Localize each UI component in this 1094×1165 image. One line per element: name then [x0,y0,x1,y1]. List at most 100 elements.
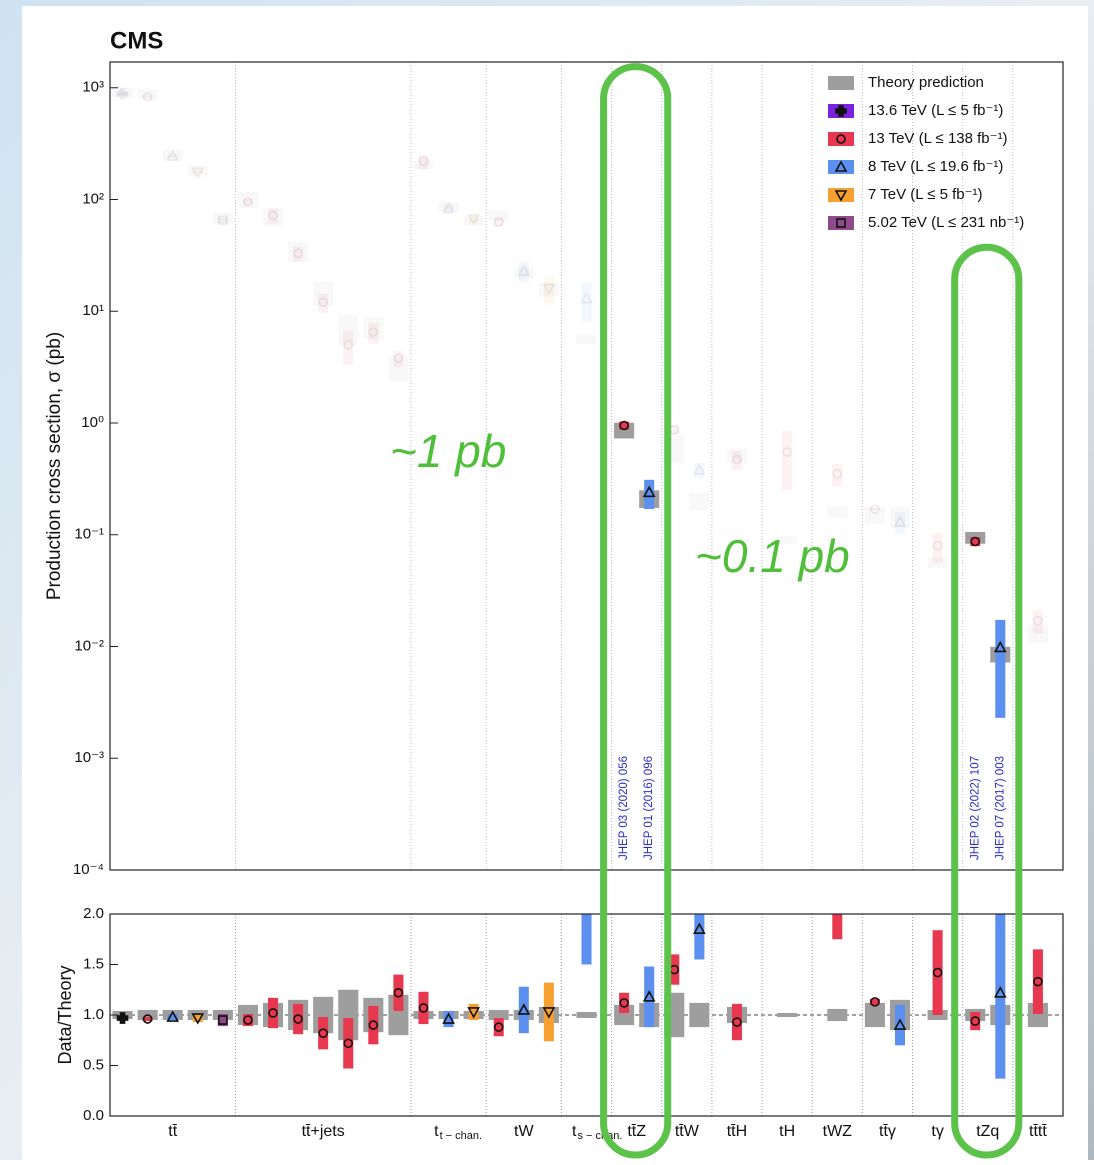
top-frame [109,61,1064,871]
ratio-error [894,1004,906,1046]
theory-band [162,149,183,161]
y2-axis-label: Data/Theory [55,965,75,1064]
marker [493,217,504,227]
y-tick-label: 10² [82,190,104,207]
xsec-error [970,537,981,547]
legend-swatch [828,188,854,202]
marker [368,327,379,337]
ratio-error [832,914,843,940]
theory-band [777,535,798,544]
x-group-label: tt̄W [675,1123,700,1140]
y-tick-label: 10⁻¹ [74,526,104,543]
marker [467,214,481,226]
ratio-error [242,1013,253,1027]
theory-band [576,1011,597,1019]
xsec-error [669,424,680,436]
marker [835,105,847,117]
theory-band [212,212,233,224]
marker [191,1013,205,1025]
marker [732,454,742,465]
marker [580,291,593,304]
marker [116,88,129,100]
marker [393,987,404,998]
theory-band [689,492,710,511]
marker [191,167,205,179]
ratio-frame [109,913,1064,1117]
x-group-label: tt̄γ [879,1123,896,1140]
xsec-error [782,430,793,491]
xsec-error [1032,610,1043,634]
theory-band [288,242,309,263]
legend-swatch [828,132,854,146]
ratio-error [869,998,880,1005]
xsec-error [995,619,1006,718]
y2-tick-label: 0.0 [83,1107,104,1124]
marker [619,998,629,1008]
marker [166,1010,180,1022]
legend-label: 13 TeV (L ≤ 138 fb⁻¹) [868,130,1008,147]
legend-label: 5.02 TeV (L ≤ 231 nb⁻¹) [868,214,1024,231]
marker [870,997,880,1007]
marker [318,1028,328,1038]
theory-band [864,1002,885,1028]
y2-tick-label: 1.0 [83,1006,104,1023]
xsec-error [117,92,128,96]
marker [1033,615,1043,626]
legend-label: 13.6 TeV (L ≤ 5 fb⁻¹) [868,102,1003,119]
marker [442,1012,455,1024]
ratio-error [217,1013,228,1027]
x-group-label: tt̄+jets [302,1123,345,1140]
marker [243,197,253,207]
ratio-error [343,1018,354,1069]
ratio-plot [110,914,1063,1079]
theory-band [864,506,885,525]
marker [318,297,328,308]
ratio-error [443,1010,454,1028]
ratio-error [293,1003,304,1035]
legend-swatch [828,76,854,90]
x-group-label: tH [779,1123,795,1140]
x-group-label: tt̄H [727,1123,747,1140]
xsec-error [832,463,843,487]
xsec-error [581,282,592,323]
marker [870,504,880,514]
marker [836,134,846,144]
theory-band [777,1012,798,1018]
reference: JHEP 07 (2017) 003 [994,756,1006,860]
xsec-error [932,532,943,563]
legend-label: Theory prediction [868,74,984,91]
marker [692,922,706,934]
ratio-error [694,914,705,960]
ratio-error [1032,949,1043,1014]
marker [493,1022,504,1032]
y-tick-label: 10³ [82,79,104,96]
theory-band [313,281,334,306]
xsec-error [619,421,630,430]
legend-label: 8 TeV (L ≤ 19.6 fb⁻¹) [868,158,1003,175]
xsec-error [443,204,454,213]
x-group-label: t [572,1123,577,1140]
marker [442,201,455,214]
marker [993,986,1007,998]
theory-band [889,506,911,528]
xsec-error [418,154,429,170]
marker [542,1007,556,1019]
y2-tick-label: 0.5 [83,1056,104,1073]
xsec-error [318,293,329,313]
ratio-error [932,930,943,1015]
xsec-error [493,217,504,227]
ratio-error [619,992,630,1013]
marker [166,149,180,161]
ratio-error [518,986,529,1034]
marker [619,420,629,431]
theory-band [363,316,384,340]
x-group-sublabel: s − chan. [578,1130,623,1142]
theory-band [388,356,409,382]
marker [782,447,792,457]
x-group-label: tW [514,1123,534,1140]
x-group-label: tγ [931,1123,943,1140]
x-group-sublabel: t − chan. [440,1130,483,1142]
marker [293,1014,303,1024]
marker [932,967,943,978]
